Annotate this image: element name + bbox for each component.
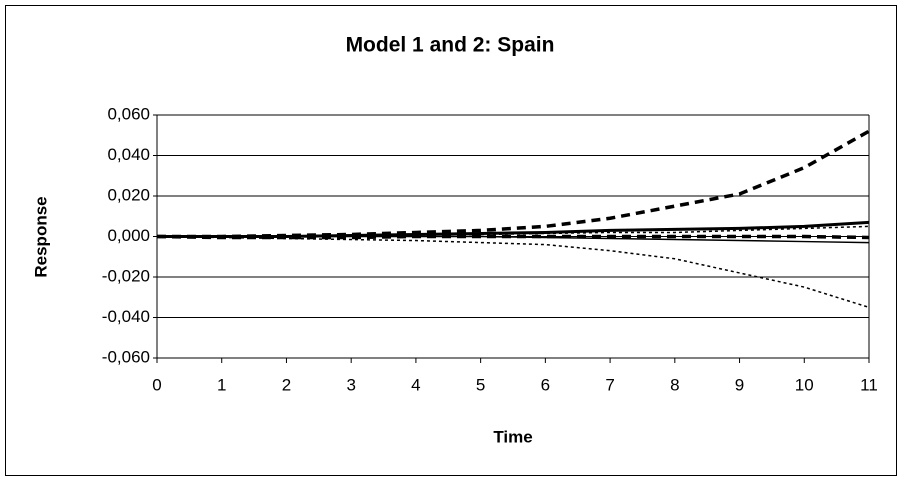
x-tick-label: 2 <box>282 375 291 394</box>
chart-title: Model 1 and 2: Spain <box>346 34 555 57</box>
series-line <box>157 235 870 244</box>
x-tick-label: 6 <box>541 375 550 394</box>
series-line <box>156 235 870 309</box>
x-tick-label: 4 <box>411 375 420 394</box>
x-tick-label: 10 <box>795 375 814 394</box>
y-axis-label: Response <box>31 196 50 277</box>
x-tick-label: 1 <box>217 375 226 394</box>
x-axis-label: Time <box>493 427 532 446</box>
x-tick-label: 5 <box>476 375 485 394</box>
x-tick-label: 8 <box>670 375 679 394</box>
x-tick-label: 9 <box>735 375 744 394</box>
y-tick-label: 0,040 <box>107 145 150 164</box>
x-tick-label: 3 <box>346 375 355 394</box>
y-tick-label: 0,060 <box>107 104 150 123</box>
y-tick-label: -0,060 <box>102 347 150 366</box>
series-line <box>157 225 870 238</box>
x-tick-label: 0 <box>152 375 161 394</box>
y-tick-label: -0,040 <box>102 307 150 326</box>
x-tick-label: 11 <box>860 375 878 394</box>
series-line <box>156 234 870 240</box>
x-tick-label: 7 <box>605 375 614 394</box>
y-tick-label: -0,020 <box>102 266 150 285</box>
y-tick-label: 0,020 <box>107 185 150 204</box>
y-tick-label: 0,000 <box>107 226 150 245</box>
